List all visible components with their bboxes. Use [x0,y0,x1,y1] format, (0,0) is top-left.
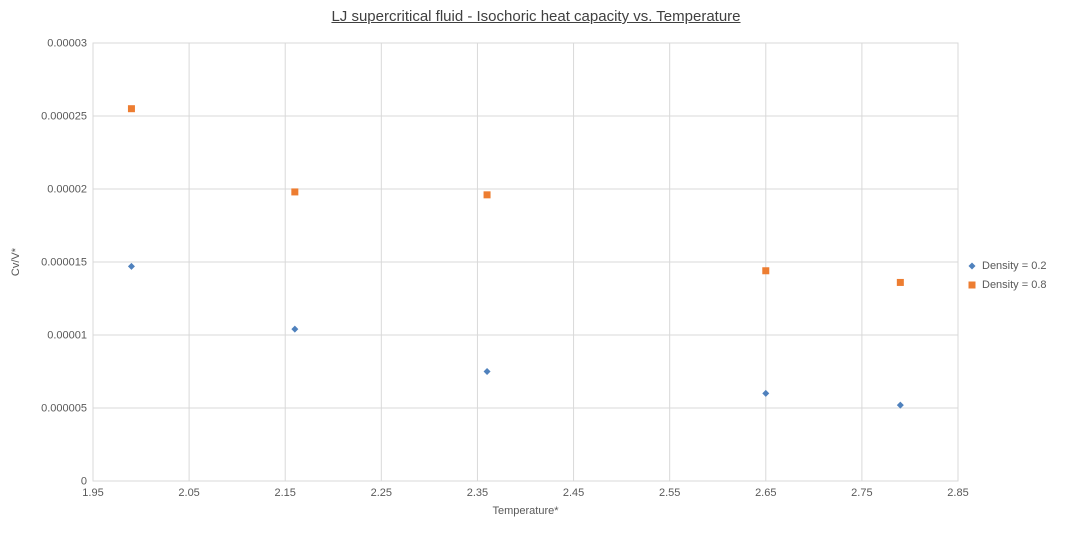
y-tick-label: 0.000025 [41,111,87,123]
data-point-diamond [291,325,299,333]
legend-item: Density = 0.2 [966,260,1047,272]
x-tick-label: 2.05 [178,487,199,499]
legend-item: Density = 0.8 [966,279,1047,291]
x-tick-label: 2.85 [947,487,968,499]
x-axis-title: Temperature* [492,505,559,517]
data-point-square [127,105,135,113]
data-point-diamond [896,401,904,409]
x-tick-label: 1.95 [82,487,103,499]
data-point-diamond [762,389,770,397]
y-tick-label: 0 [81,476,87,488]
legend-label: Density = 0.8 [982,279,1047,291]
legend-marker-diamond-icon [968,262,976,270]
data-point-diamond [483,368,491,375]
x-tick-label: 2.65 [755,487,776,499]
data-point-square [762,267,770,275]
chart-legend: Density = 0.2 Density = 0.8 [966,260,1047,291]
legend-label: Density = 0.2 [982,260,1047,272]
y-tick-label: 0.000005 [41,403,87,415]
y-tick-label: 0.00001 [47,330,87,342]
y-tick-label: 0.00002 [47,184,87,196]
data-point-square [896,278,904,286]
x-tick-label: 2.55 [659,487,680,499]
data-point-diamond [127,262,135,270]
y-tick-label: 0.00003 [47,38,87,50]
data-point-square [968,281,976,289]
data-point-square [483,191,491,199]
data-point-square [291,188,299,196]
chart-title: LJ supercritical fluid - Isochoric heat … [331,8,741,25]
y-tick-label: 0.000015 [41,257,87,269]
x-tick-label: 2.75 [851,487,872,499]
y-axis-title: Cv/V* [10,247,22,277]
x-tick-label: 2.15 [275,487,296,499]
x-tick-label: 2.45 [563,487,584,499]
plot-border [92,42,959,482]
x-tick-label: 2.25 [371,487,392,499]
legend-marker-square-icon [968,281,976,289]
x-tick-label: 2.35 [467,487,488,499]
data-point-diamond [968,262,976,270]
